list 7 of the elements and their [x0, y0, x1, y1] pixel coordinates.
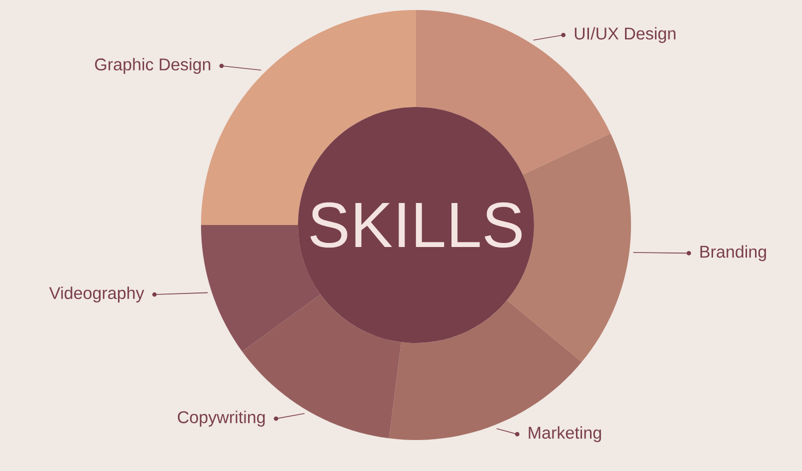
slice-label: Graphic Design — [95, 58, 210, 74]
slice-label: UI/UX Design — [574, 27, 676, 43]
slice-label: Branding — [700, 245, 766, 262]
text: SKILLS — [310, 202, 522, 248]
slice-label: Copywriting — [178, 410, 265, 427]
slice-label: Videography — [49, 286, 144, 302]
slice-label: Marketing — [528, 426, 601, 442]
